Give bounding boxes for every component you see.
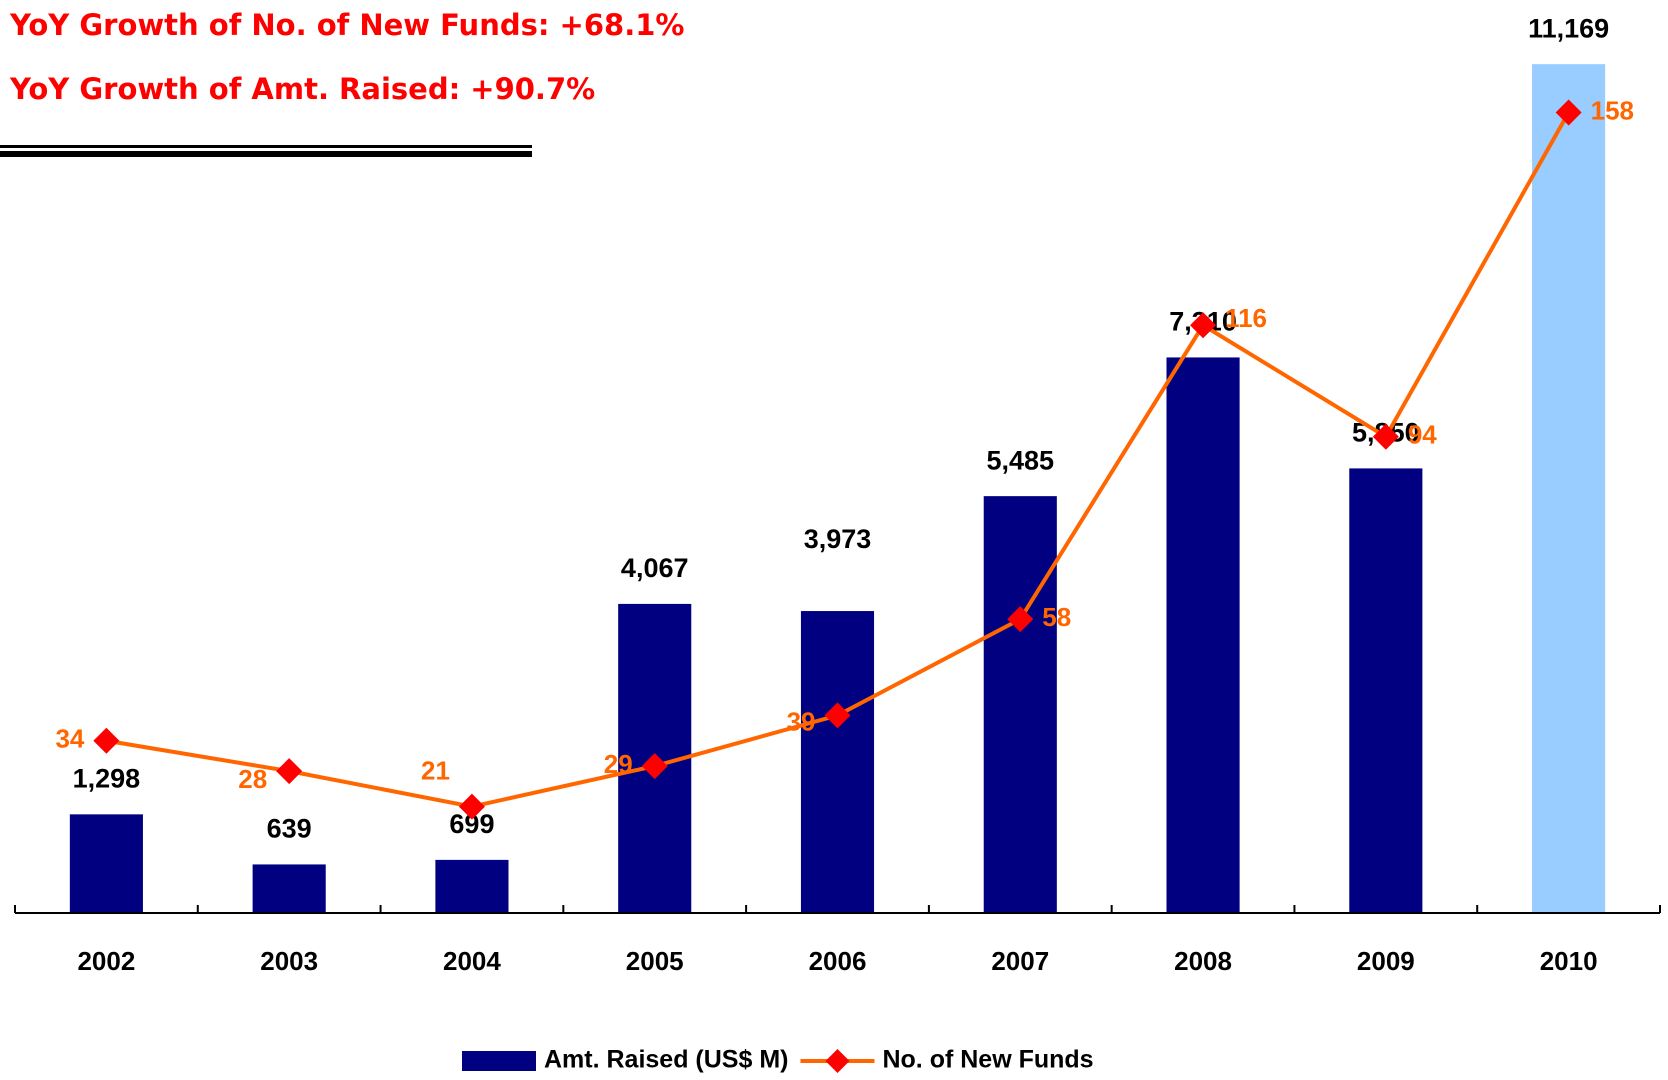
line-label: 58	[1042, 602, 1071, 632]
bar-label: 11,169	[1528, 13, 1609, 43]
bar	[69, 814, 143, 913]
line-label: 21	[421, 755, 450, 785]
legend-marker	[825, 1049, 850, 1073]
legend-label: Amt. Raised (US$ M)	[544, 1046, 788, 1074]
line-label: 34	[55, 724, 84, 754]
divider	[0, 145, 532, 148]
marker	[458, 793, 485, 820]
x-tick-label: 2007	[991, 946, 1049, 976]
x-tick-label: 2003	[260, 946, 318, 976]
line-label: 116	[1225, 303, 1267, 333]
x-tick-label: 2004	[443, 946, 501, 976]
marker	[1555, 99, 1582, 126]
bar	[983, 496, 1057, 913]
marker	[1007, 606, 1034, 633]
bar	[435, 859, 509, 913]
x-tick-label: 2010	[1540, 946, 1598, 976]
marker	[824, 702, 851, 729]
marker	[276, 758, 303, 785]
legend-swatch	[462, 1051, 536, 1071]
bar	[800, 611, 875, 913]
legend-label: No. of New Funds	[882, 1046, 1093, 1074]
bar-label: 639	[267, 814, 312, 844]
x-tick-label: 2009	[1357, 946, 1415, 976]
line-label: 29	[604, 749, 633, 779]
annotation: YoY Growth of Amt. Raised: +90.7%	[9, 72, 595, 106]
bar	[1166, 357, 1240, 913]
x-tick-label: 2002	[77, 946, 135, 976]
marker	[641, 753, 668, 780]
line-label: 158	[1591, 95, 1634, 125]
line-label: 39	[787, 706, 816, 736]
marker	[1372, 423, 1399, 450]
bar-label: 1,298	[73, 763, 141, 793]
x-tick-label: 2005	[626, 946, 684, 976]
bar	[252, 864, 326, 913]
line-label: 28	[238, 764, 267, 794]
marker	[93, 727, 120, 754]
bar-label: 4,067	[621, 553, 689, 583]
line-label: 94	[1408, 420, 1437, 450]
divider	[0, 151, 532, 157]
x-tick-label: 2006	[809, 946, 867, 976]
bar-label: 5,485	[986, 445, 1054, 475]
annotation: YoY Growth of No. of New Funds: +68.1%	[9, 8, 684, 42]
bar	[1532, 64, 1606, 913]
x-tick-label: 2008	[1174, 946, 1232, 976]
bar	[1349, 468, 1423, 913]
bar-label: 3,973	[804, 524, 872, 554]
marker	[1190, 312, 1217, 339]
